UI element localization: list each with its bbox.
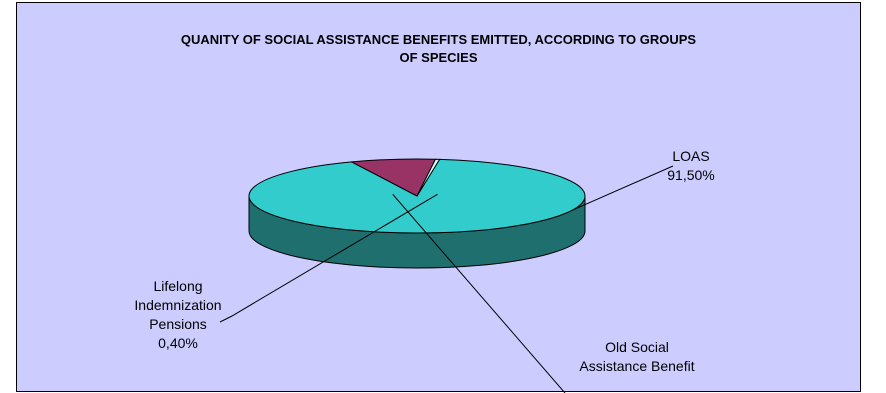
label-loas: LOAS 91,50% (631, 147, 751, 185)
label-lifelong-value: 0,40% (158, 335, 198, 351)
label-loas-value: 91,50% (667, 167, 715, 183)
leader-lines (219, 165, 674, 393)
label-loas-name: LOAS (672, 148, 710, 164)
label-old-social-line-1: Old Social (605, 339, 669, 355)
leader-line-loas (571, 165, 674, 211)
pie-slice-lifelong (416, 158, 441, 197)
chart-title-line-1: QUANITY OF SOCIAL ASSISTANCE BENEFITS EM… (180, 32, 697, 47)
label-old-social-line-2: Assistance Benefit (579, 358, 695, 374)
pie-chart (219, 158, 674, 393)
chart-title-line-2: OF SPECIES (399, 50, 478, 65)
chart-area: QUANITY OF SOCIAL ASSISTANCE BENEFITS EM… (16, 2, 861, 393)
label-lifelong-line-3: Pensions (149, 316, 207, 332)
label-old-social-assistance-benefit: Old Social Assistance Benefit (557, 338, 717, 376)
label-lifelong-line-2: Indemnization (134, 297, 222, 313)
chart-title: QUANITY OF SOCIAL ASSISTANCE BENEFITS EM… (17, 31, 860, 67)
leader-line-old-social (392, 194, 566, 393)
label-lifelong-indemnization-pensions: Lifelong Indemnization Pensions 0,40% (113, 277, 243, 353)
leader-line-lifelong (219, 193, 438, 323)
pie-top (248, 158, 586, 234)
label-lifelong-line-1: Lifelong (153, 278, 203, 294)
